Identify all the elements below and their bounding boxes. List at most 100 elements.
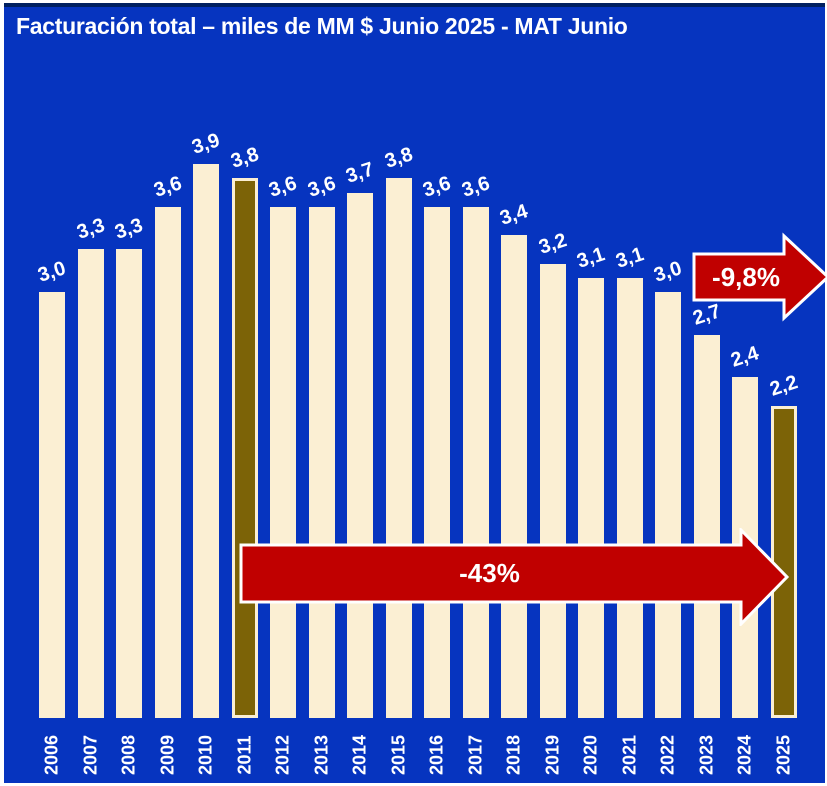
x-tick-2020: 2020	[572, 725, 611, 785]
value-label-2017: 3,6	[458, 172, 493, 202]
bar-column-2015: 3,8	[380, 64, 419, 718]
right-arrow-icon	[692, 232, 827, 322]
value-label-2025: 2,2	[766, 371, 801, 401]
right-arrow-icon	[239, 528, 790, 626]
value-label-2008: 3,3	[112, 214, 146, 244]
x-tick-label-2024: 2024	[734, 734, 755, 776]
value-label-2006: 3,0	[35, 257, 69, 287]
bar-column-2013: 3,6	[303, 64, 342, 718]
bar-column-2007: 3,3	[72, 64, 111, 718]
bar-column-2017: 3,6	[457, 64, 496, 718]
x-tick-2024: 2024	[726, 725, 765, 785]
bar-column-2023: 2,7	[688, 64, 727, 718]
x-tick-label-2018: 2018	[503, 734, 524, 776]
x-tick-label-2011: 2011	[234, 735, 255, 775]
bar-2022[interactable]	[655, 292, 682, 718]
bar-2015[interactable]	[385, 178, 412, 718]
x-tick-label-2014: 2014	[349, 734, 370, 776]
x-axis: 2006 2007 2008 2009 2010 2011 2012 2013 2014 2015…	[33, 725, 803, 785]
x-tick-2025: 2025	[765, 725, 804, 785]
decline-arrow-last-year-label: -9,8%	[712, 261, 780, 292]
x-tick-2018: 2018	[495, 725, 534, 785]
bar-2006[interactable]	[39, 292, 66, 718]
bar-column-2025: 2,2	[765, 64, 804, 718]
bar-column-2020: 3,1	[572, 64, 611, 718]
x-tick-2019: 2019	[534, 725, 573, 785]
bar-column-2019: 3,2	[534, 64, 573, 718]
x-tick-label-2007: 2007	[80, 734, 101, 776]
x-tick-label-2016: 2016	[426, 734, 447, 776]
value-label-2022: 3,0	[651, 257, 685, 287]
bar-2023[interactable]	[693, 335, 720, 718]
x-tick-2013: 2013	[303, 725, 342, 785]
bar-2021[interactable]	[616, 278, 643, 718]
value-label-2013: 3,6	[304, 172, 339, 202]
x-tick-label-2020: 2020	[580, 734, 601, 776]
chart-panel: Facturación total – miles de MM $ Junio …	[4, 3, 827, 785]
x-tick-2008: 2008	[110, 725, 149, 785]
value-label-2020: 3,1	[574, 243, 608, 273]
x-tick-2006: 2006	[33, 725, 72, 785]
x-tick-label-2010: 2010	[195, 734, 216, 776]
chart-title: Facturación total – miles de MM $ Junio …	[16, 13, 628, 39]
x-tick-2022: 2022	[649, 725, 688, 785]
bar-column-2008: 3,3	[110, 64, 149, 718]
x-tick-2010: 2010	[187, 725, 226, 785]
bar-2009[interactable]	[154, 207, 181, 718]
bar-2018[interactable]	[501, 235, 528, 718]
x-tick-label-2023: 2023	[696, 734, 717, 776]
bar-column-2022: 3,0	[649, 64, 688, 718]
x-tick-2021: 2021	[611, 725, 650, 785]
value-label-2021: 3,1	[612, 243, 647, 273]
bar-column-2014: 3,7	[341, 64, 380, 718]
x-tick-2023: 2023	[688, 725, 727, 785]
bar-2011[interactable]	[231, 178, 258, 718]
bar-2007[interactable]	[77, 249, 104, 718]
x-tick-2014: 2014	[341, 725, 380, 785]
x-tick-label-2017: 2017	[465, 734, 486, 776]
bar-2010[interactable]	[193, 164, 220, 718]
x-tick-label-2008: 2008	[118, 734, 139, 776]
x-tick-label-2012: 2012	[272, 734, 293, 776]
bar-column-2018: 3,4	[495, 64, 534, 718]
bar-column-2009: 3,6	[149, 64, 188, 718]
x-tick-label-2015: 2015	[388, 734, 409, 776]
bar-2016[interactable]	[424, 207, 451, 718]
value-label-2024: 2,4	[728, 342, 762, 372]
x-tick-2012: 2012	[264, 725, 303, 785]
bar-2008[interactable]	[116, 249, 143, 718]
bar-2014[interactable]	[347, 193, 374, 718]
bar-column-2012: 3,6	[264, 64, 303, 718]
value-label-2007: 3,3	[73, 214, 108, 244]
x-tick-2007: 2007	[72, 725, 111, 785]
x-tick-label-2021: 2021	[619, 734, 640, 776]
x-tick-label-2013: 2013	[311, 734, 332, 776]
value-label-2019: 3,2	[535, 229, 570, 259]
x-tick-2017: 2017	[457, 725, 496, 785]
bar-2020[interactable]	[578, 278, 605, 718]
bar-column-2021: 3,1	[611, 64, 650, 718]
plot-area: 3,0 3,3 3,3 3,6 3,9 3,8 3,6 3,6 3,7 3,8 3,6 3,6 3,4 3…	[33, 64, 803, 718]
bar-2013[interactable]	[308, 207, 335, 718]
decline-arrow-2011-2025: -43%	[238, 528, 790, 626]
value-label-2011: 3,8	[227, 143, 262, 173]
x-tick-2016: 2016	[418, 725, 457, 785]
bar-2019[interactable]	[539, 264, 566, 718]
value-label-2014: 3,7	[343, 158, 377, 188]
bar-2017[interactable]	[462, 207, 489, 718]
x-tick-2015: 2015	[380, 725, 419, 785]
value-label-2016: 3,6	[420, 172, 454, 202]
x-tick-label-2009: 2009	[157, 734, 178, 776]
bar-column-2016: 3,6	[418, 64, 457, 718]
bar-2012[interactable]	[270, 207, 297, 718]
value-label-2015: 3,8	[381, 143, 416, 173]
x-tick-label-2022: 2022	[657, 734, 678, 776]
bar-column-2006: 3,0	[33, 64, 72, 718]
bar-2025[interactable]	[770, 406, 797, 718]
decline-arrow-last-year: -9,8%	[692, 232, 827, 322]
x-tick-label-2025: 2025	[773, 734, 794, 776]
x-tick-2009: 2009	[149, 725, 188, 785]
bar-column-2010: 3,9	[187, 64, 226, 718]
bar-column-2011: 3,8	[226, 64, 265, 718]
